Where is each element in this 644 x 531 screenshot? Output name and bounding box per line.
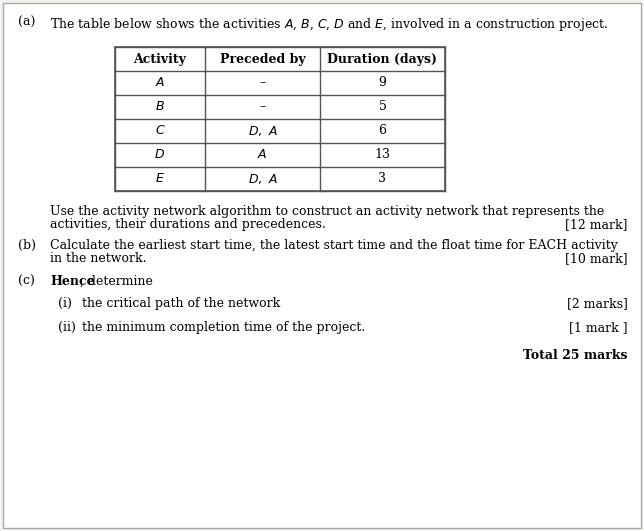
Text: $\mathit{D,\ A}$: $\mathit{D,\ A}$ [247, 172, 278, 186]
Text: $\mathit{C}$: $\mathit{C}$ [155, 124, 166, 138]
Text: in the network.: in the network. [50, 252, 146, 265]
Text: Activity: Activity [133, 53, 186, 65]
Text: –: – [260, 76, 265, 90]
Text: Total 25 marks: Total 25 marks [524, 349, 628, 362]
Text: The table below shows the activities $A$, $B$, $C$, $D$ and $E$, involved in a c: The table below shows the activities $A$… [50, 16, 609, 33]
Text: (a): (a) [18, 16, 35, 29]
Text: $\mathit{E}$: $\mathit{E}$ [155, 173, 165, 185]
Text: 13: 13 [375, 149, 390, 161]
Text: $\mathit{A}$: $\mathit{A}$ [258, 149, 268, 161]
Text: –: – [260, 100, 265, 114]
Text: (c): (c) [18, 275, 35, 288]
Text: [12 mark]: [12 mark] [565, 218, 628, 231]
Text: , determine: , determine [80, 275, 153, 288]
Text: Duration (days): Duration (days) [328, 53, 437, 65]
Text: 5: 5 [379, 100, 386, 114]
Text: (b): (b) [18, 239, 36, 252]
Text: $\mathit{D}$: $\mathit{D}$ [155, 149, 166, 161]
Text: Use the activity network algorithm to construct an activity network that represe: Use the activity network algorithm to co… [50, 205, 604, 218]
Text: the minimum completion time of the project.: the minimum completion time of the proje… [82, 321, 365, 334]
Text: $\mathit{B}$: $\mathit{B}$ [155, 100, 165, 114]
Text: 3: 3 [379, 173, 386, 185]
Text: 9: 9 [379, 76, 386, 90]
Text: $\mathit{A}$: $\mathit{A}$ [155, 76, 165, 90]
FancyBboxPatch shape [3, 3, 641, 528]
FancyBboxPatch shape [115, 47, 445, 191]
Text: [10 mark]: [10 mark] [565, 252, 628, 265]
Text: the critical path of the network: the critical path of the network [82, 297, 280, 310]
Text: Preceded by: Preceded by [220, 53, 305, 65]
Text: $\mathit{D,\ A}$: $\mathit{D,\ A}$ [247, 124, 278, 138]
Text: [2 marks]: [2 marks] [567, 297, 628, 310]
Text: Hence: Hence [50, 275, 95, 288]
Text: 6: 6 [379, 124, 386, 138]
Text: (i): (i) [58, 297, 72, 310]
Text: Calculate the earliest start time, the latest start time and the float time for : Calculate the earliest start time, the l… [50, 239, 618, 252]
Text: activities, their durations and precedences.: activities, their durations and preceden… [50, 218, 326, 231]
Text: (ii): (ii) [58, 321, 76, 334]
Text: [1 mark ]: [1 mark ] [569, 321, 628, 334]
